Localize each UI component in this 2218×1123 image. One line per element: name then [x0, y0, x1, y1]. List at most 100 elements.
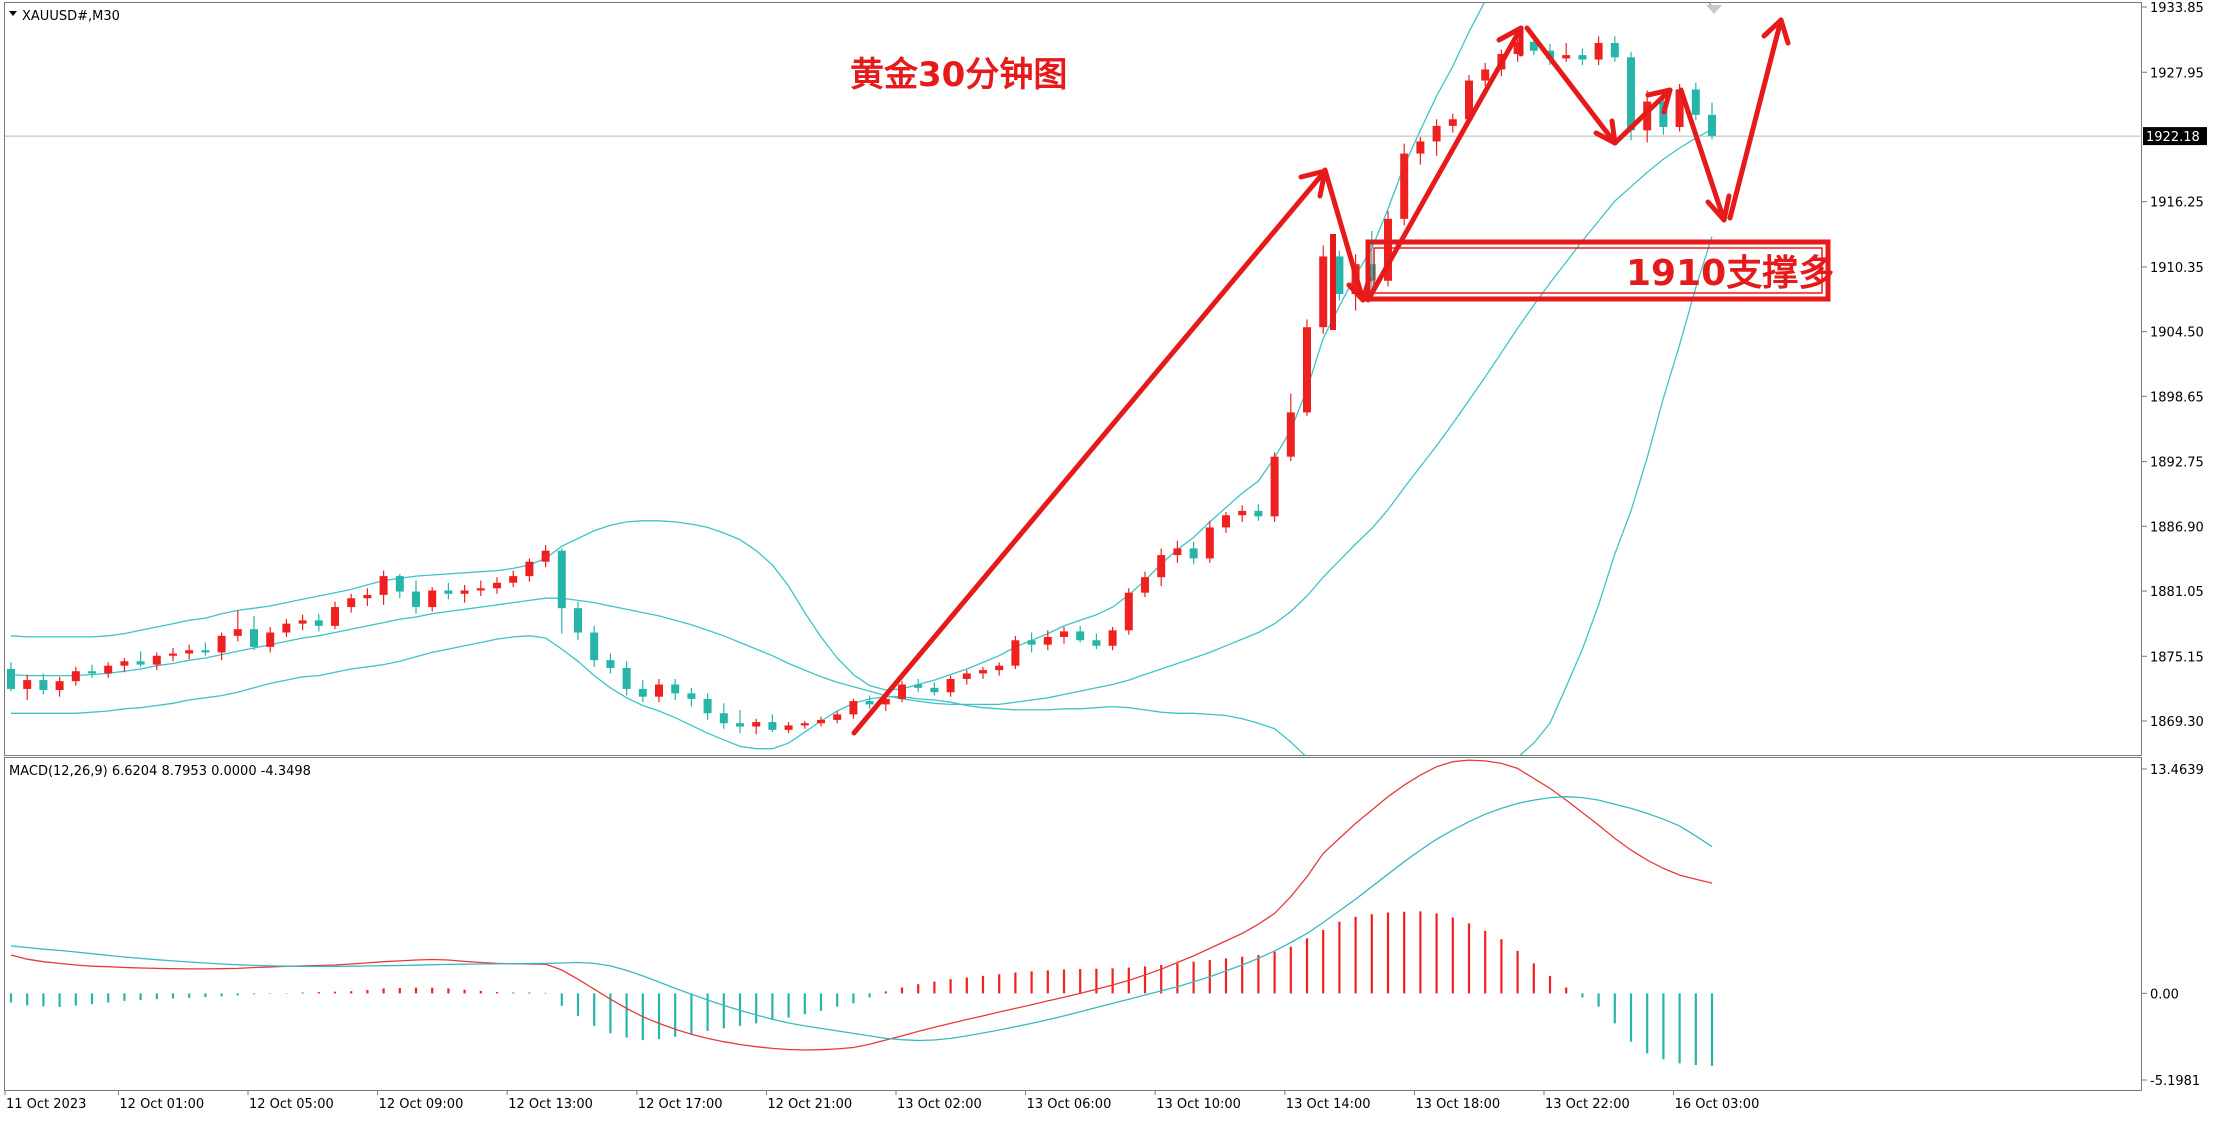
candle-body	[1675, 89, 1684, 128]
time-axis-label: 16 Oct 03:00	[1675, 1097, 1760, 1112]
time-axis: 11 Oct 2023 12 Oct 01:00 12 Oct 05:00 12 Oc…	[4, 1090, 1760, 1112]
candle	[1594, 36, 1603, 66]
candle-body	[1594, 42, 1603, 60]
candle-body	[1286, 412, 1295, 457]
candle	[590, 625, 599, 667]
candle	[1108, 626, 1117, 651]
candle-body	[476, 588, 485, 591]
price-axis-label: 1886.90	[2150, 520, 2204, 535]
candle	[800, 721, 809, 729]
time-axis-label: 13 Oct 10:00	[1156, 1097, 1241, 1112]
candle-body	[1189, 548, 1198, 559]
support-box-inner	[1373, 247, 1823, 294]
candle	[1092, 633, 1101, 650]
candle-body	[7, 669, 15, 689]
candle	[703, 693, 712, 720]
candle-body	[152, 655, 161, 665]
candle-body	[169, 653, 177, 656]
candle	[1141, 571, 1149, 598]
candle-body	[1481, 69, 1490, 81]
candle-body	[428, 590, 437, 608]
candle	[217, 632, 226, 661]
candle	[1400, 143, 1409, 226]
support-zone: 1910支撑多	[1330, 234, 1834, 330]
candle	[1124, 588, 1133, 635]
candle-body	[962, 673, 971, 679]
candle-body	[1691, 89, 1700, 115]
chart-shift-marker-icon[interactable]	[1706, 5, 1722, 14]
candle	[930, 682, 939, 696]
symbol-menu-caret-icon[interactable]	[9, 11, 17, 16]
candle-body	[898, 684, 906, 699]
candle	[655, 678, 663, 703]
candle-body	[719, 713, 728, 724]
candle	[1319, 245, 1328, 334]
candle-body	[1708, 114, 1716, 136]
price-axis-label: 1898.65	[2150, 390, 2204, 405]
candle	[914, 678, 923, 693]
candle	[1708, 102, 1716, 140]
candle	[1238, 505, 1247, 522]
price-axis-label: 1927.95	[2150, 66, 2204, 81]
candle	[395, 573, 404, 599]
candle	[169, 647, 177, 662]
candle-body	[881, 698, 890, 705]
candle-body	[1027, 640, 1036, 645]
candle	[1303, 319, 1311, 416]
candle-body	[1432, 125, 1441, 142]
candle-body	[104, 665, 113, 674]
candle-body	[1416, 141, 1425, 154]
candle	[250, 615, 258, 651]
support-label: 1910支撑多	[1626, 253, 1834, 294]
time-axis-label: 13 Oct 22:00	[1545, 1097, 1630, 1112]
candle	[525, 558, 534, 582]
candle-body	[865, 701, 874, 705]
candle	[460, 584, 469, 603]
candle-body	[395, 576, 404, 592]
candle-body	[1400, 153, 1409, 219]
candle-body	[1173, 548, 1182, 556]
candle-body	[71, 671, 80, 682]
candle	[719, 703, 728, 729]
candle-body	[250, 629, 258, 647]
candle-body	[1448, 119, 1457, 126]
macd-axis-label: 13.4639	[2150, 763, 2204, 778]
candle-body	[671, 684, 680, 694]
symbol-label: XAUUSD#,M30	[22, 9, 120, 24]
price-axis-label: 1910.35	[2150, 261, 2204, 276]
candle-body	[979, 670, 987, 674]
candle-body	[1060, 631, 1068, 637]
bollinger-middle-line	[10, 128, 1713, 706]
macd-axis-label: -5.1981	[2150, 1074, 2200, 1089]
time-axis-label: 12 Oct 01:00	[119, 1097, 204, 1112]
time-axis-label: 13 Oct 18:00	[1415, 1097, 1500, 1112]
candle-body	[444, 590, 453, 594]
candle	[1060, 626, 1068, 644]
candle	[1189, 541, 1198, 564]
candle	[428, 587, 437, 612]
candle-body	[233, 629, 242, 636]
candle	[509, 570, 518, 588]
candle	[557, 548, 566, 634]
candle-body	[1124, 592, 1133, 631]
candle-body	[509, 576, 518, 583]
candle-body	[1319, 256, 1328, 328]
candle-body	[833, 714, 842, 720]
arrow-up-4	[1727, 17, 1784, 221]
candle-body	[1643, 101, 1652, 131]
candle	[1691, 82, 1700, 121]
macd-panel-frame	[4, 757, 2142, 1091]
candle	[298, 614, 307, 631]
time-axis-label: 12 Oct 17:00	[638, 1097, 723, 1112]
chart-title-annotation: 黄金30分钟图	[850, 55, 1067, 95]
candle-body	[1011, 640, 1020, 666]
candle-body	[185, 650, 194, 654]
candle-body	[768, 722, 777, 730]
candle	[849, 698, 858, 719]
candle	[23, 674, 32, 700]
candle-body	[1254, 510, 1263, 517]
candle-body	[784, 725, 793, 730]
candle-body	[1562, 55, 1571, 59]
candle	[979, 666, 987, 679]
